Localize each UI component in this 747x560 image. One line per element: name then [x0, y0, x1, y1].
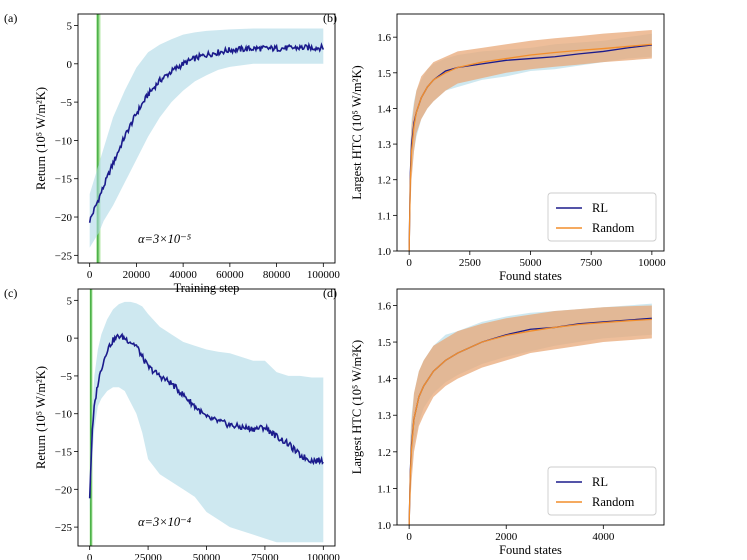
plot-area — [88, 289, 324, 546]
y-tick-label: −20 — [55, 484, 73, 496]
plot-area — [88, 14, 325, 263]
x-tick-label: 100000 — [307, 552, 341, 560]
y-axis-label: Largest HTC (10⁵ W/m²K) — [350, 340, 364, 474]
legend-label-rl: RL — [592, 475, 608, 489]
y-tick-label: 1.6 — [377, 32, 391, 44]
y-tick-label: 1.1 — [377, 210, 391, 222]
y-tick-label: 1.6 — [377, 300, 391, 312]
panel-c: 0250005000075000100000−25−20−15−10−505Tr… — [4, 286, 340, 560]
y-tick-label: 1.2 — [377, 175, 391, 187]
x-tick-label: 2000 — [495, 531, 518, 543]
x-tick-label: 4000 — [592, 531, 615, 543]
x-tick-label: 75000 — [251, 552, 279, 560]
x-tick-label: 80000 — [263, 269, 291, 281]
series-band-random — [409, 305, 652, 525]
x-tick-label: 2500 — [459, 257, 482, 269]
x-tick-label: 20000 — [123, 269, 151, 281]
y-tick-label: −15 — [55, 174, 73, 186]
y-tick-label: −25 — [55, 250, 73, 262]
x-tick-label: 0 — [87, 552, 93, 560]
y-tick-label: 5 — [67, 20, 73, 32]
panel-label: (a) — [4, 11, 17, 25]
legend-box — [547, 192, 657, 242]
y-tick-label: 1.3 — [377, 139, 391, 151]
y-tick-label: −10 — [55, 135, 73, 147]
panel-a: 0 20000 40000 60000 80000 100000 −25 −20 −15 −10 −… — [4, 11, 340, 295]
y-tick-label: 1.4 — [377, 103, 391, 115]
y-tick-label: 0 — [67, 333, 73, 345]
panel-d: 0 2000 4000 1.0 1.1 1.2 1.3 1.4 1.5 1.6 Found stat… — [323, 286, 665, 557]
y-tick-label: 1.5 — [377, 337, 391, 349]
y-tick-label: −5 — [60, 371, 72, 383]
x-tick-label: 0 — [406, 531, 412, 543]
y-tick-label: 1.1 — [377, 483, 391, 495]
y-tick-label: 1.5 — [377, 68, 391, 80]
x-tick-label: 40000 — [169, 269, 197, 281]
panel-label: (c) — [4, 286, 17, 300]
x-axis-label: Found states — [499, 269, 562, 283]
x-tick-label: 10000 — [638, 257, 666, 269]
y-tick-label: 1.4 — [377, 374, 391, 386]
x-tick-label: 60000 — [216, 269, 244, 281]
y-axis-label: Return (10⁵ W/m²K) — [34, 366, 48, 469]
legend-label-rl: RL — [592, 201, 608, 215]
x-tick-label: 5000 — [520, 257, 543, 269]
series-line-random — [408, 318, 652, 525]
x-tick-label: 25000 — [134, 552, 162, 560]
x-axis-label: Training step — [174, 281, 240, 295]
y-tick-label: 5 — [67, 295, 73, 307]
legend: RL Random — [547, 192, 657, 242]
y-axis-label: Largest HTC (10⁵ W/m²K) — [350, 65, 364, 199]
x-tick-label: 100000 — [307, 269, 341, 281]
legend-label-random: Random — [592, 495, 635, 509]
alpha-annotation: α=3×10⁻⁵ — [138, 232, 192, 246]
y-tick-label: 1.0 — [377, 246, 391, 258]
plot-area — [408, 303, 652, 525]
y-tick-label: 1.3 — [377, 410, 391, 422]
axes-frame — [396, 288, 665, 526]
y-tick-label: −5 — [60, 97, 72, 109]
y-tick-label: −20 — [55, 212, 73, 224]
y-axis-label: Return (10⁵ W/m²K) — [34, 87, 48, 190]
y-tick-label: 1.2 — [377, 447, 391, 459]
y-tick-label: −10 — [55, 409, 73, 421]
series-line-random — [408, 43, 652, 251]
series-band-return — [89, 301, 324, 543]
alpha-annotation: α=3×10⁻⁴ — [138, 515, 192, 529]
x-tick-label: 0 — [406, 257, 412, 269]
series-line-return — [88, 41, 325, 223]
series-band-random — [409, 30, 652, 251]
x-tick-label: 7500 — [580, 257, 603, 269]
panel-b: 0 2500 5000 7500 10000 1.0 1.1 1.2 1.3 1.4 1.5 1.6 F… — [323, 11, 666, 283]
x-tick-label: 0 — [87, 269, 93, 281]
x-tick-label: 50000 — [193, 552, 221, 560]
panel-label: (b) — [323, 11, 337, 25]
y-tick-label: 0 — [67, 59, 73, 71]
series-band-return — [89, 28, 324, 248]
y-tick-label: −15 — [55, 447, 73, 459]
axes-frame — [77, 13, 336, 264]
legend-box — [547, 466, 657, 516]
legend: RL Random — [547, 466, 657, 516]
y-tick-label: 1.0 — [377, 520, 391, 532]
legend-label-random: Random — [592, 221, 635, 235]
x-axis-label: Found states — [499, 543, 562, 557]
plot-area — [408, 30, 652, 251]
panel-label: (d) — [323, 286, 337, 300]
series-line-return — [88, 332, 324, 499]
y-tick-label: −25 — [55, 522, 73, 534]
